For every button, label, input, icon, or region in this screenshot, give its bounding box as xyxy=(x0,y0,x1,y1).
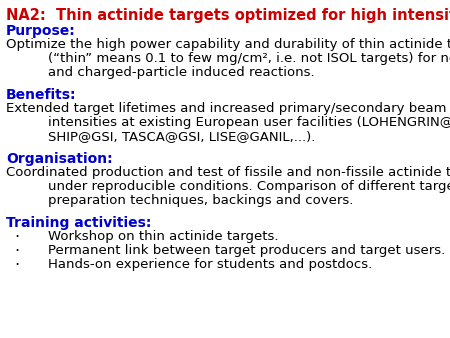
Text: Coordinated production and test of fissile and non-fissile actinide targets: Coordinated production and test of fissi… xyxy=(6,166,450,179)
Text: Organisation:: Organisation: xyxy=(6,152,112,166)
Text: Purpose:: Purpose: xyxy=(6,24,76,38)
Text: SHIP@GSI, TASCA@GSI, LISE@GANIL,...).: SHIP@GSI, TASCA@GSI, LISE@GANIL,...). xyxy=(48,130,315,143)
Text: NA2:  Thin actinide targets optimized for high intensity beams: NA2: Thin actinide targets optimized for… xyxy=(6,8,450,23)
Text: Training activities:: Training activities: xyxy=(6,216,151,230)
Text: Optimize the high power capability and durability of thin actinide targets: Optimize the high power capability and d… xyxy=(6,38,450,51)
Text: ·: · xyxy=(14,244,19,259)
Text: Extended target lifetimes and increased primary/secondary beam: Extended target lifetimes and increased … xyxy=(6,102,446,115)
Text: (“thin” means 0.1 to few mg/cm², i.e. not ISOL targets) for neutron: (“thin” means 0.1 to few mg/cm², i.e. no… xyxy=(48,52,450,65)
Text: intensities at existing European user facilities (LOHENGRIN@ILL,: intensities at existing European user fa… xyxy=(48,116,450,129)
Text: ·: · xyxy=(14,258,19,273)
Text: Benefits:: Benefits: xyxy=(6,88,76,102)
Text: and charged-particle induced reactions.: and charged-particle induced reactions. xyxy=(48,66,315,79)
Text: Hands-on experience for students and postdocs.: Hands-on experience for students and pos… xyxy=(48,258,372,271)
Text: under reproducible conditions. Comparison of different target: under reproducible conditions. Compariso… xyxy=(48,180,450,193)
Text: Workshop on thin actinide targets.: Workshop on thin actinide targets. xyxy=(48,230,279,243)
Text: Permanent link between target producers and target users.: Permanent link between target producers … xyxy=(48,244,445,257)
Text: preparation techniques, backings and covers.: preparation techniques, backings and cov… xyxy=(48,194,353,207)
Text: ·: · xyxy=(14,230,19,245)
